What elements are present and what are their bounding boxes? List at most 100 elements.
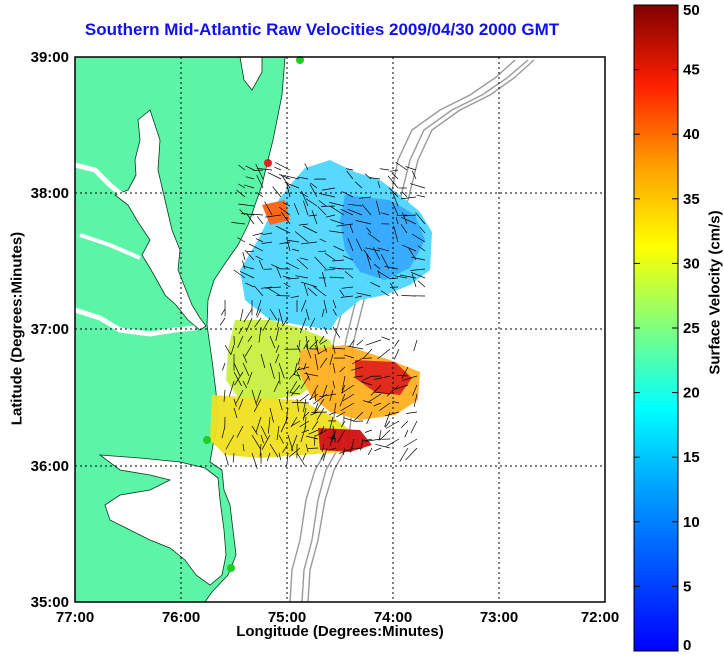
colorbar xyxy=(633,4,679,652)
velocity-arrow xyxy=(242,265,255,270)
velocity-arrow xyxy=(374,447,382,452)
velocity-arrow xyxy=(283,282,291,288)
y-tick-label: 38:00 xyxy=(31,185,69,202)
velocity-arrow xyxy=(410,268,426,271)
velocity-arrow xyxy=(245,212,255,225)
map-title: Southern Mid-Atlantic Raw Velocities 200… xyxy=(84,20,560,39)
velocity-arrow xyxy=(402,375,418,381)
velocity-arrow xyxy=(309,384,319,400)
velocity-arrow xyxy=(224,344,232,356)
velocity-arrow xyxy=(275,353,280,364)
velocity-arrow xyxy=(340,402,355,412)
velocity-arrow xyxy=(362,348,373,360)
velocity-arrow xyxy=(223,389,226,402)
velocity-arrow xyxy=(276,295,291,297)
velocity-arrow xyxy=(241,213,255,216)
velocity-arrow xyxy=(279,241,291,245)
velocity-arrow xyxy=(245,317,253,332)
velocity-arrow xyxy=(282,202,291,207)
velocity-arrow xyxy=(231,222,246,225)
velocity-arrow xyxy=(246,250,255,253)
colorbar-label: Surface Velocity (cm/s) xyxy=(706,210,724,375)
velocity-arrow xyxy=(242,260,246,270)
velocity-arrow xyxy=(314,335,319,351)
velocity-arrow xyxy=(380,254,390,270)
velocity-arrow xyxy=(384,266,399,270)
velocity-arrow xyxy=(401,191,408,198)
velocity-arrow xyxy=(330,219,345,225)
velocity-arrow xyxy=(304,372,319,377)
velocity-arrow xyxy=(328,447,337,451)
x-tick-label: 77:00 xyxy=(56,609,94,626)
velocity-arrow xyxy=(321,187,336,191)
velocity-arrow xyxy=(300,281,318,288)
y-tick-label: 39:00 xyxy=(31,49,69,66)
velocity-arrow xyxy=(278,452,282,461)
colorbar-tick-label: 15 xyxy=(683,449,700,466)
velocity-arrow xyxy=(302,452,307,461)
velocity-arrow xyxy=(237,335,244,348)
velocity-arrow xyxy=(296,398,299,412)
velocity-arrow xyxy=(355,220,372,225)
velocity-arrow xyxy=(258,259,264,270)
velocity-arrow xyxy=(305,344,312,359)
velocity-arrow xyxy=(293,373,301,377)
velocity-arrow xyxy=(317,348,328,355)
velocity-arrow xyxy=(305,371,311,381)
velocity-arrow xyxy=(332,308,337,316)
velocity-arrow xyxy=(362,375,373,381)
velocity-arrow xyxy=(349,339,355,347)
velocity-arrow xyxy=(393,225,399,243)
velocity-arrow xyxy=(405,166,417,171)
velocity-arrow xyxy=(282,443,289,453)
velocity-arrow xyxy=(299,257,309,261)
velocity-arrow xyxy=(405,447,418,461)
colorbar-ticks: 0 5 10 15 20 25 30 35 40 45 50 xyxy=(634,2,700,654)
colorbar-tick-label: 10 xyxy=(683,514,700,531)
velocity-arrow xyxy=(228,380,235,397)
velocity-arrow xyxy=(262,232,273,236)
velocity-arrow xyxy=(288,240,300,243)
x-tick-label: 73:00 xyxy=(480,609,518,626)
velocity-arrow xyxy=(352,357,364,365)
velocity-arrow xyxy=(327,436,337,440)
velocity-arrow xyxy=(278,173,291,180)
velocity-arrow xyxy=(362,400,373,404)
velocity-arrow xyxy=(393,348,400,360)
velocity-arrow xyxy=(320,452,325,460)
velocity-arrow xyxy=(275,162,291,171)
velocity-arrow xyxy=(332,362,336,374)
velocity-arrow xyxy=(280,416,289,433)
velocity-arrow xyxy=(312,285,327,297)
velocity-arrow xyxy=(412,233,426,243)
velocity-arrow xyxy=(400,420,409,428)
velocity-arrow xyxy=(302,225,318,234)
velocity-arrow xyxy=(298,339,301,348)
velocity-arrow xyxy=(245,176,255,180)
velocity-arrow xyxy=(238,398,244,410)
velocity-arrow xyxy=(332,299,337,309)
velocity-arrow xyxy=(330,206,345,216)
velocity-arrow xyxy=(305,335,309,350)
velocity-arrow xyxy=(307,287,318,297)
velocity-arrow xyxy=(315,429,328,437)
velocity-arrow xyxy=(374,263,381,270)
velocity-arrow xyxy=(253,285,264,297)
velocity-arrow xyxy=(238,183,246,189)
velocity-arrow xyxy=(360,438,364,451)
station-marker-virginia-beach xyxy=(203,436,211,444)
station-marker-north xyxy=(296,56,304,64)
velocity-arrow xyxy=(260,434,264,444)
colorbar-tick-label: 35 xyxy=(683,191,700,208)
velocity-arrow xyxy=(230,344,235,355)
velocity-arrow xyxy=(243,308,253,323)
velocity-arrow xyxy=(304,163,309,171)
velocity-arrow xyxy=(242,252,246,261)
velocity-arrow xyxy=(354,181,363,189)
velocity-arrow xyxy=(416,194,426,198)
velocity-arrow xyxy=(347,237,354,252)
velocity-arrow xyxy=(276,317,280,328)
velocity-arrow xyxy=(281,174,291,189)
velocity-arrow xyxy=(322,447,328,461)
velocity-arrow xyxy=(291,248,300,252)
